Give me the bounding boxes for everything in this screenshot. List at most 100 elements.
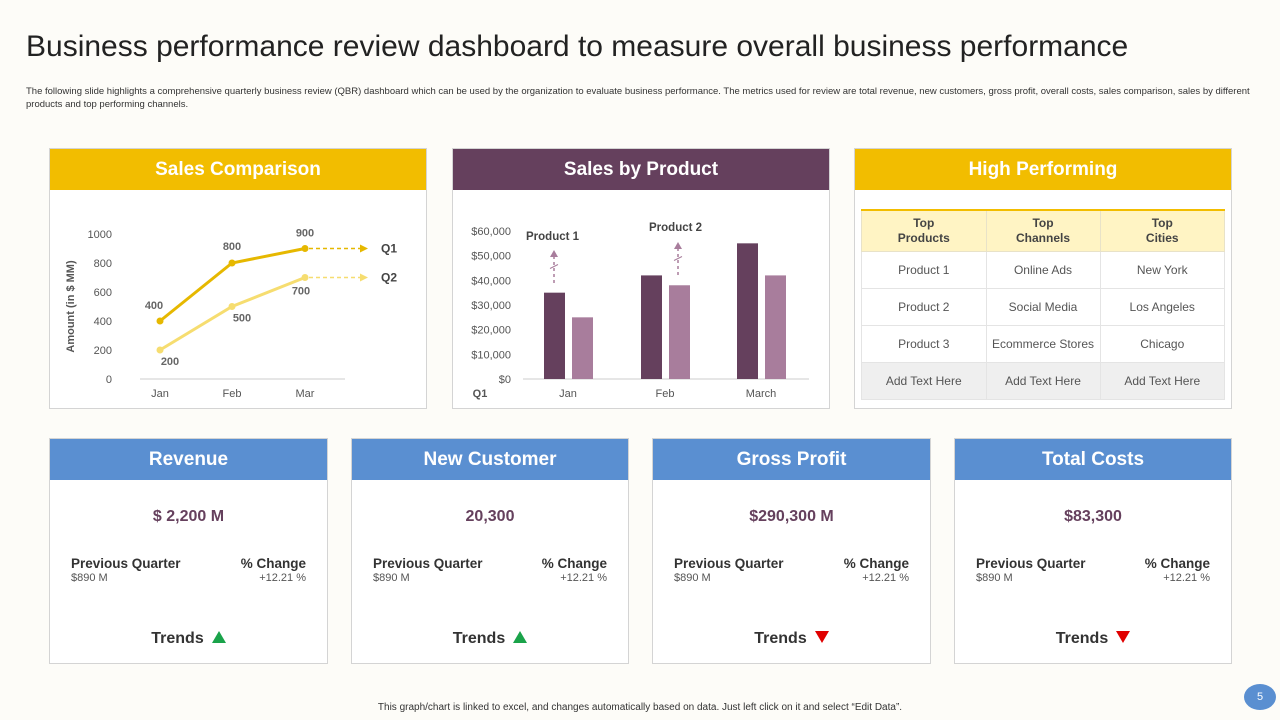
- y-tick-label: 800: [94, 258, 112, 270]
- change-value: +12.21 %: [259, 572, 306, 584]
- previous-quarter-label: Previous Quarter: [373, 556, 483, 571]
- previous-quarter-label: Previous Quarter: [674, 556, 784, 571]
- sales-by-product-header: Sales by Product: [453, 149, 829, 190]
- high-performing-panel: High Performing Top Products Top Channels …: [854, 148, 1232, 409]
- y-tick-label: 1000: [88, 229, 112, 241]
- table-row: Add Text Here Add Text Here Add Text Her…: [861, 362, 1225, 400]
- add-text-cell[interactable]: Add Text Here: [985, 362, 1101, 400]
- page-title: Business performance review dashboard to…: [26, 30, 1129, 63]
- header-top-products: Top Products: [861, 209, 987, 252]
- bar-product-1: [641, 275, 662, 379]
- previous-quarter-value: $890 M: [674, 572, 711, 584]
- kpi-card-revenue: Revenue $ 2,200 M Previous Quarter % Cha…: [49, 438, 328, 664]
- x-tick-label: Mar: [296, 388, 315, 400]
- table-cell: Ecommerce Stores: [985, 325, 1101, 363]
- trend-up-icon: [211, 630, 226, 643]
- table-cell: Chicago: [1099, 325, 1225, 363]
- x-tick-label: March: [746, 388, 777, 400]
- data-point: [156, 317, 164, 325]
- table-row: Product 1 Online Ads New York: [861, 251, 1225, 289]
- annotation-arrow-head: [550, 250, 558, 257]
- bar-product-1: [544, 292, 565, 379]
- sales-by-product-chart[interactable]: $0 $10,000 $20,000 $30,000 $40,000 $50,000 $60…: [453, 190, 829, 408]
- previous-quarter-value: $890 M: [976, 572, 1013, 584]
- y-tick-label: $60,000: [471, 226, 511, 238]
- x-tick-label: Jan: [151, 388, 169, 400]
- bar-product-2: [765, 275, 786, 379]
- x-tick-label: Feb: [223, 388, 242, 400]
- change-label: % Change: [1144, 556, 1210, 571]
- trend: Trends: [653, 630, 930, 648]
- y-tick-label: $40,000: [471, 275, 511, 287]
- bar-product-1: [737, 243, 758, 379]
- table-cell: New York: [1099, 251, 1225, 289]
- change-label: % Change: [240, 556, 306, 571]
- table-cell: Social Media: [985, 288, 1101, 326]
- sales-comparison-panel: Sales Comparison 0 200 400 600 800 1000 Jan Feb…: [49, 148, 427, 409]
- bar-product-2: [572, 317, 593, 379]
- bar-product-2: [669, 285, 690, 379]
- data-label: 500: [233, 313, 251, 325]
- x-axis-label: Q1: [473, 388, 488, 400]
- y-tick-label: 0: [106, 374, 112, 386]
- annotation-arrow-head: [674, 242, 682, 249]
- annotation-arrow-tick: [549, 264, 559, 269]
- table-cell: Product 1: [861, 251, 987, 289]
- x-tick-label: Feb: [656, 388, 675, 400]
- data-point: [156, 346, 164, 354]
- table-cell: Product 3: [861, 325, 987, 363]
- add-text-cell[interactable]: Add Text Here: [861, 362, 987, 400]
- table-row: Product 2 Social Media Los Angeles: [861, 288, 1225, 326]
- data-label: 700: [292, 286, 310, 298]
- y-tick-label: 400: [94, 316, 112, 328]
- data-point: [228, 303, 236, 310]
- kpi-value: $290,300 M: [749, 508, 834, 525]
- series-label: Q1: [381, 242, 397, 256]
- add-text-cell[interactable]: Add Text Here: [1099, 362, 1225, 400]
- table-row: Product 3 Ecommerce Stores Chicago: [861, 325, 1225, 363]
- change-label: % Change: [541, 556, 607, 571]
- table-cell: Product 2: [861, 288, 987, 326]
- change-value: +12.21 %: [560, 572, 607, 584]
- sales-comparison-chart[interactable]: 0 200 400 600 800 1000 Jan Feb Mar Amount (in $ M…: [50, 190, 426, 408]
- kpi-card-new-customer: New Customer 20,300 Previous Quarter % C…: [351, 438, 629, 664]
- data-point: [301, 274, 309, 281]
- trend: Trends: [50, 630, 327, 648]
- data-label: 200: [161, 356, 179, 368]
- y-axis-label: Amount (in $ MM): [65, 260, 77, 353]
- y-tick-label: $50,000: [471, 251, 511, 263]
- footer-note: This graph/chart is linked to excel, and…: [377, 702, 903, 713]
- trend-up-icon: [513, 630, 528, 643]
- header-top-cities: Top Cities: [1099, 209, 1225, 252]
- kpi-value: $83,300: [1064, 508, 1122, 525]
- trend-arrow-head: [360, 273, 368, 282]
- previous-quarter-label: Previous Quarter: [976, 556, 1086, 571]
- trend-label: Trends: [754, 630, 807, 647]
- y-tick-label: $10,000: [471, 349, 511, 361]
- y-tick-label: $20,000: [471, 325, 511, 337]
- change-label: % Change: [843, 556, 909, 571]
- kpi-title: Gross Profit: [653, 439, 930, 480]
- kpi-title: New Customer: [352, 439, 628, 480]
- trend: Trends: [352, 630, 628, 648]
- high-performing-table: Top Products Top Channels Top Cities Produc…: [861, 209, 1225, 400]
- y-tick-label: $0: [499, 374, 511, 386]
- annotation-arrow-tick: [673, 256, 683, 261]
- series-label: Q2: [381, 271, 397, 285]
- data-point: [228, 259, 236, 267]
- data-label: 800: [223, 241, 241, 253]
- data-label: 400: [145, 300, 163, 312]
- previous-quarter-label: Previous Quarter: [71, 556, 181, 571]
- sales-comparison-header: Sales Comparison: [50, 149, 426, 190]
- change-value: +12.21 %: [1163, 572, 1210, 584]
- trend-down-icon: [1116, 630, 1131, 643]
- high-performing-header: High Performing: [855, 149, 1231, 190]
- trend: Trends: [955, 630, 1231, 648]
- previous-quarter-value: $890 M: [71, 572, 108, 584]
- page-subtitle: The following slide highlights a compreh…: [26, 86, 1250, 110]
- y-tick-label: 600: [94, 287, 112, 299]
- annotation-label: Product 2: [649, 222, 702, 234]
- kpi-title: Total Costs: [955, 439, 1231, 480]
- sales-by-product-panel: Sales by Product $0 $10,000 $20,000 $30,000…: [452, 148, 830, 409]
- trend-arrow-head: [360, 244, 368, 253]
